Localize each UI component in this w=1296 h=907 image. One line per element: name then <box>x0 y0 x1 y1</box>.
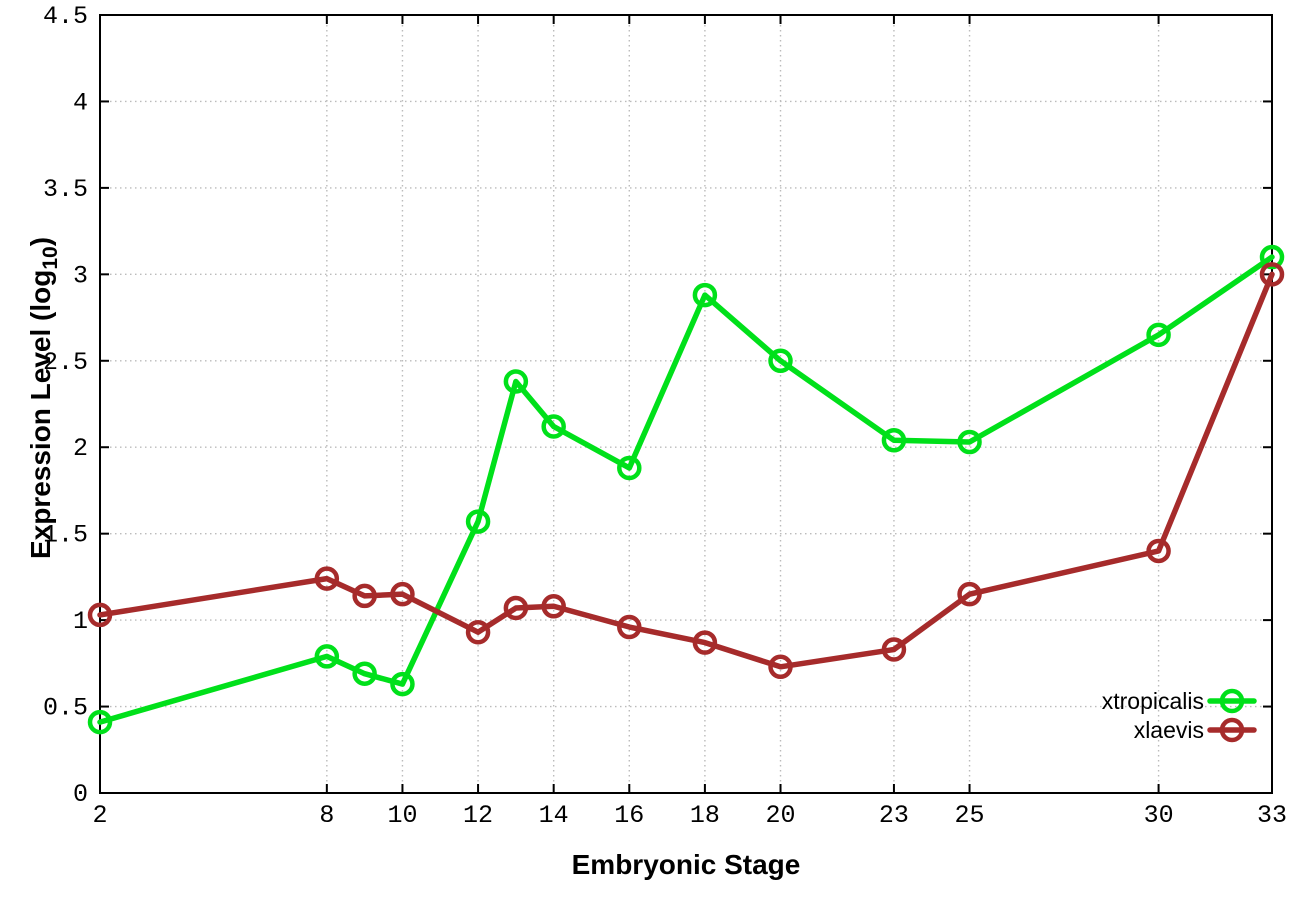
data-point-xtropicalis <box>957 429 982 455</box>
x-tick-label: 30 <box>1144 801 1174 830</box>
y-tick-label: 4.5 <box>43 2 88 31</box>
y-axis-title: Expression Level (log10) <box>25 237 62 559</box>
data-point-xtropicalis <box>881 428 907 453</box>
x-tick-label: 20 <box>766 801 796 830</box>
data-point-xlaevis <box>390 581 415 607</box>
plot-border <box>99 14 1273 794</box>
data-point-xtropicalis <box>541 414 566 439</box>
legend-marker-xlaevis <box>1219 717 1245 743</box>
x-tick-label: 23 <box>879 801 909 830</box>
y-tick-label: 2.5 <box>43 348 88 377</box>
y-axis-title-part: Expression Level (log <box>25 270 56 559</box>
data-point-xlaevis <box>617 614 642 640</box>
x-tick-label: 33 <box>1257 801 1287 830</box>
data-point-xlaevis <box>957 581 982 607</box>
data-point-xtropicalis <box>692 282 718 308</box>
data-point-xtropicalis <box>465 509 491 534</box>
legend-label-xlaevis: xlaevis <box>1134 717 1204 743</box>
y-tick-label: 1.5 <box>43 521 88 550</box>
series-line-xlaevis <box>97 271 1275 670</box>
x-tick-label: 14 <box>539 801 569 830</box>
data-point-xtropicalis <box>1146 322 1171 348</box>
data-point-xlaevis <box>541 594 566 619</box>
y-tick-label: 4 <box>73 88 88 117</box>
data-point-xlaevis <box>87 602 113 628</box>
data-point-xlaevis <box>881 637 907 662</box>
series-line-xtropicalis <box>97 254 1275 725</box>
x-tick-label: 25 <box>955 801 985 830</box>
x-tick-label: 2 <box>92 801 107 830</box>
y-axis-title-part: 10 <box>39 246 62 269</box>
y-axis-title-part: ) <box>25 237 56 246</box>
data-point-xlaevis <box>503 595 529 621</box>
legend-label-xtropicalis: xtropicalis <box>1102 688 1204 714</box>
x-tick-label: 16 <box>614 801 644 830</box>
data-point-xtropicalis <box>87 709 113 735</box>
y-tick-label: 3.5 <box>43 175 88 204</box>
data-point-xlaevis <box>352 583 377 609</box>
data-point-xlaevis <box>314 566 340 591</box>
data-point-xtropicalis <box>314 644 340 669</box>
legend-marker-xtropicalis <box>1219 688 1245 714</box>
x-tick-label: 8 <box>319 801 334 830</box>
data-point-xtropicalis <box>352 661 377 686</box>
data-point-xlaevis <box>1259 262 1285 287</box>
data-point-xlaevis <box>692 630 718 655</box>
y-tick-label: 0.5 <box>43 694 88 723</box>
y-tick-label: 0 <box>73 780 88 809</box>
x-tick-label: 18 <box>690 801 720 830</box>
data-point-xlaevis <box>768 654 793 680</box>
data-point-xlaevis <box>1146 538 1171 564</box>
x-tick-label: 12 <box>463 801 493 830</box>
data-point-xlaevis <box>465 619 491 645</box>
data-point-xtropicalis <box>1259 244 1285 270</box>
data-point-xtropicalis <box>503 369 529 394</box>
data-point-xtropicalis <box>768 348 793 374</box>
y-tick-label: 2 <box>73 434 88 463</box>
y-tick-label: 3 <box>73 261 88 290</box>
data-point-xtropicalis <box>390 671 415 697</box>
x-axis-title: Embryonic Stage <box>572 849 801 880</box>
x-tick-label: 10 <box>387 801 417 830</box>
y-tick-label: 1 <box>73 607 88 636</box>
data-point-xtropicalis <box>617 455 642 481</box>
